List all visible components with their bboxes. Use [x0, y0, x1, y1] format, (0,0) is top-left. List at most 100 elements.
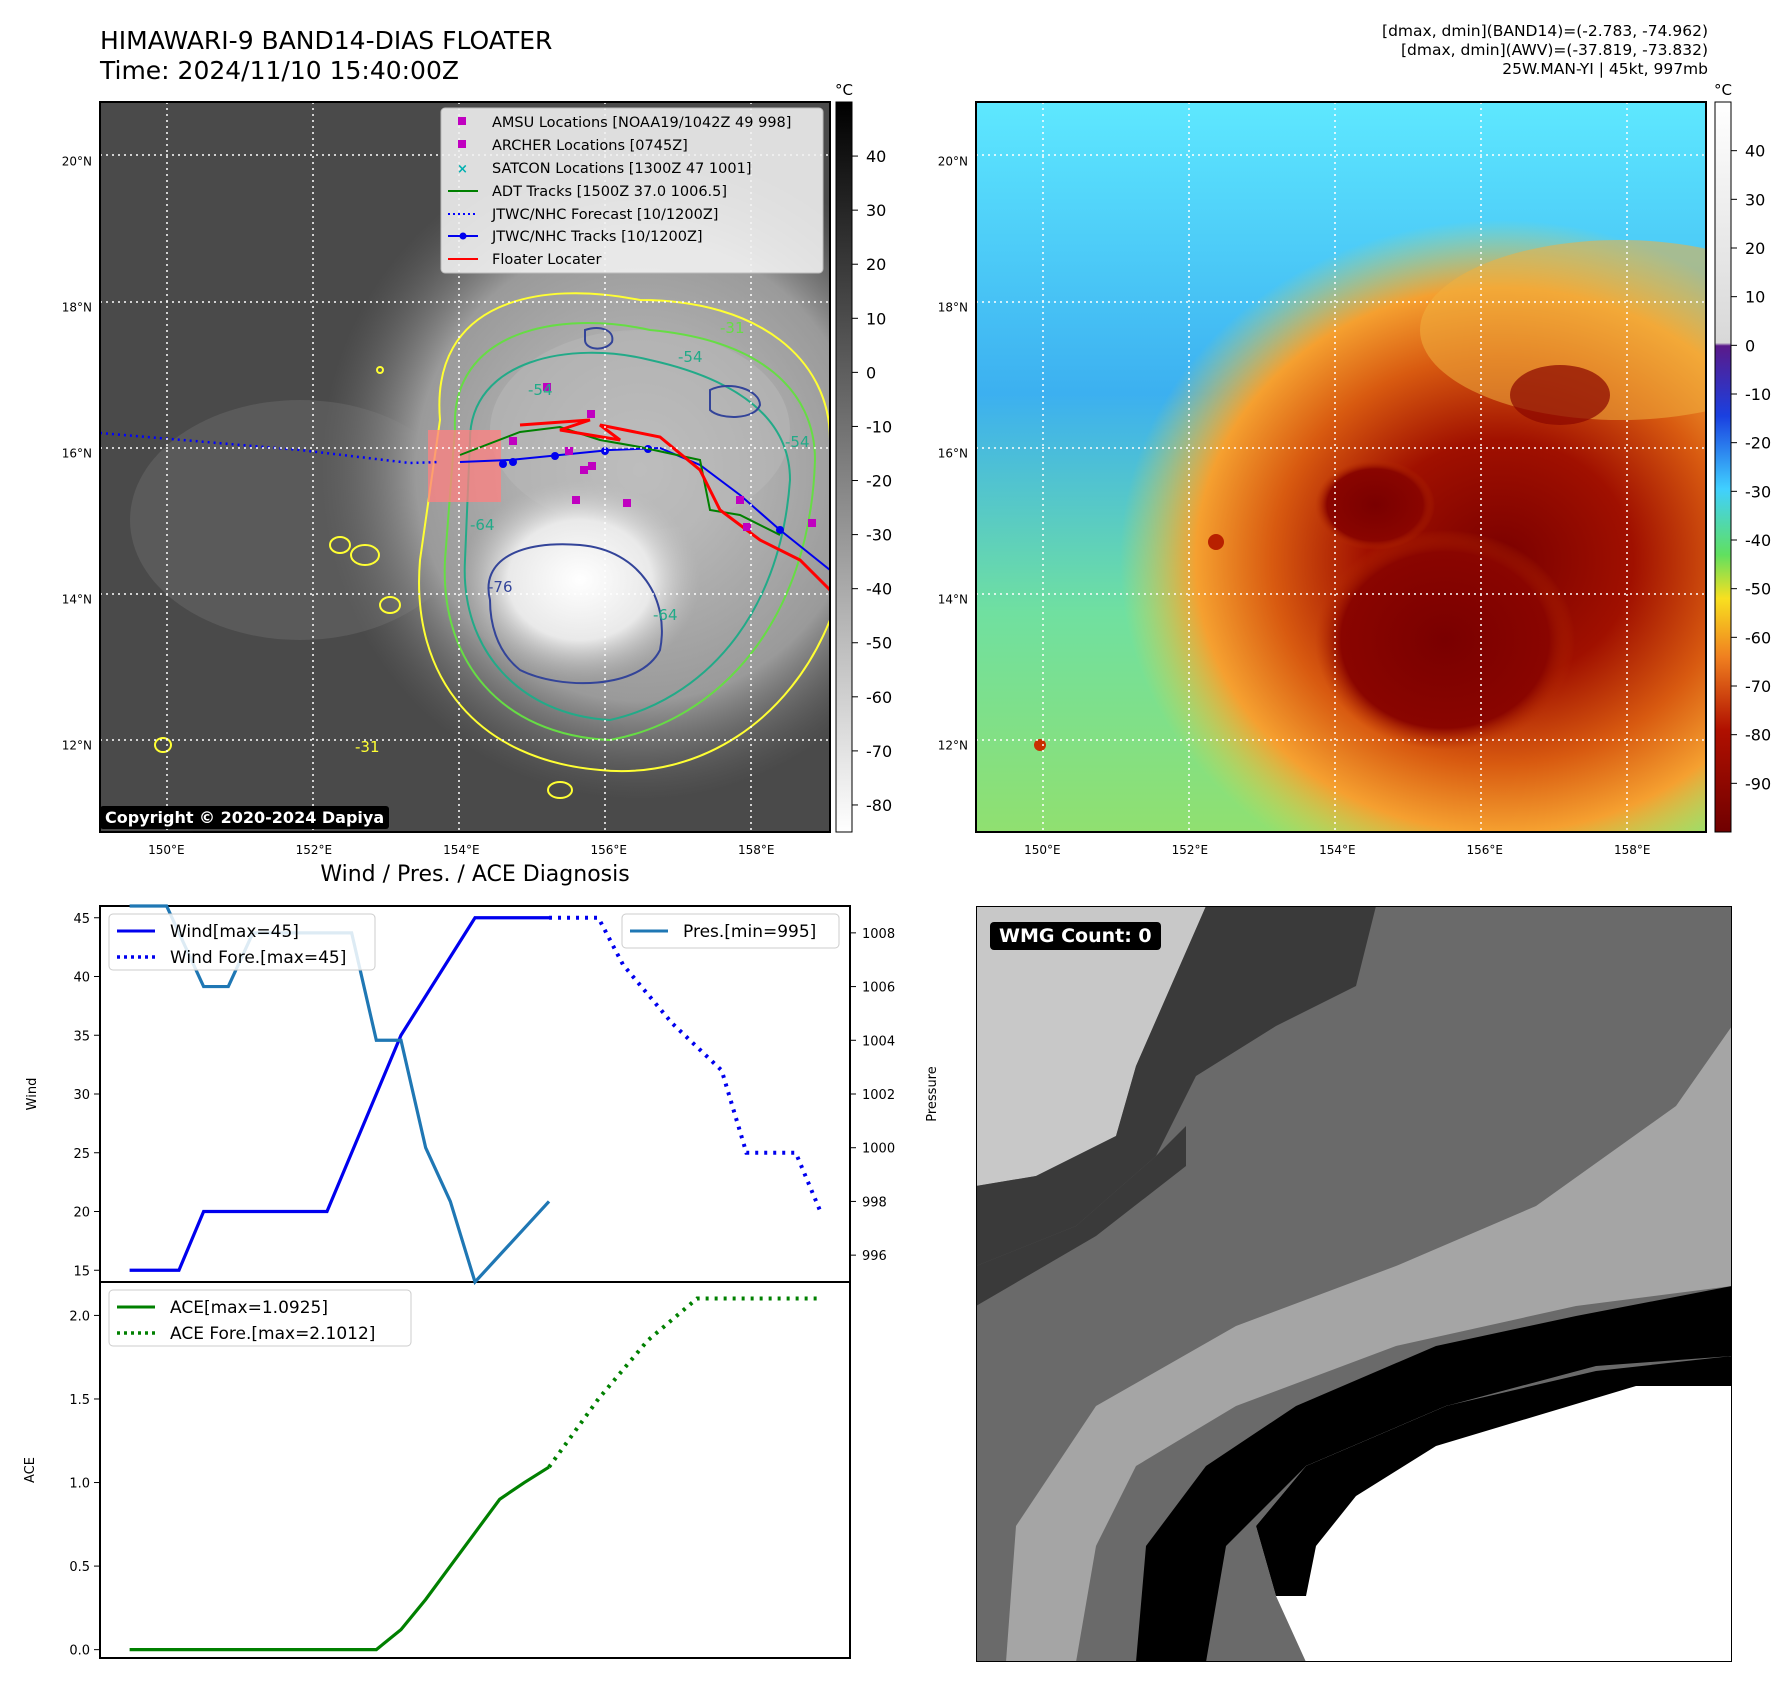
- colorbar-tick-label: -90: [1745, 774, 1771, 793]
- y-tick-label: 45: [73, 912, 90, 927]
- ace-legend: ACE[max=1.0925] ACE Fore.[max=2.1012]: [108, 1289, 412, 1347]
- contour-label: -54: [678, 348, 703, 366]
- title-satellite: HIMAWARI-9 BAND14-DIAS FLOATER: [100, 26, 553, 55]
- ir-colorbar: [835, 101, 853, 833]
- lat-tick-label: 12°N: [62, 738, 92, 752]
- colorbar-tick-label: -20: [866, 472, 892, 491]
- wind-ticks: 15 20 25 30 35 40 45: [73, 912, 100, 1279]
- y-tick-label: 15: [73, 1264, 90, 1279]
- legend-entry: ACE Fore.[max=2.1012]: [170, 1324, 375, 1344]
- lon-tick-label: 158°E: [1614, 843, 1651, 857]
- colorbar-tick-label: 30: [866, 201, 886, 220]
- colorbar-tick-label: -80: [1745, 726, 1771, 745]
- awv-map-panel: °C 403020100-10-20-30-40-50-60-70-80-90 …: [938, 81, 1771, 857]
- copyright-badge: Copyright © 2020-2024 Dapiya: [100, 806, 390, 829]
- lat-tick-label: 18°N: [938, 300, 968, 314]
- colorbar-tick-label: 30: [1745, 190, 1765, 209]
- y-tick-label: 1000: [862, 1142, 895, 1157]
- wmg-region-mid: [1006, 1026, 1732, 1662]
- colorbar-tick-label: -50: [866, 634, 892, 653]
- contour-label: -54: [528, 381, 553, 399]
- awv-colorbar: [1714, 101, 1732, 833]
- ace-series: [129, 1296, 821, 1652]
- colorbar-tick-label: -10: [1745, 385, 1771, 404]
- colorbar-tick-label: -20: [1745, 434, 1771, 453]
- contour-label: -31: [355, 738, 380, 756]
- diagnosis-title: Wind / Pres. / ACE Diagnosis: [320, 862, 630, 887]
- pressure-legend: Pres.[min=995]: [621, 913, 840, 949]
- floater-box: [428, 430, 501, 502]
- y-tick-label: 35: [73, 1029, 90, 1044]
- y-tick-label: 1008: [862, 927, 895, 942]
- awv-colorbar-ticks: 40 30 20 10 0 -10 -20 -30 -40 -50 -60 -70 -80 -90: [1731, 142, 1771, 793]
- lat-tick-label: 16°N: [938, 446, 968, 460]
- wmg-region-light: [976, 906, 1206, 1186]
- y-tick-label: 1006: [862, 981, 895, 996]
- title-time: Time: 2024/11/10 15:40:00Z: [100, 56, 459, 85]
- awv-gridlines: [976, 102, 1706, 832]
- ir-map-panel: -31 -54 -54 -64 -64 -76 -31 -54 AMSU Loc…: [62, 81, 892, 857]
- stats-band14: [dmax, dmin](BAND14)=(-2.783, -74.962): [1382, 22, 1708, 40]
- contour-label: -76: [488, 578, 513, 596]
- contour-label: -64: [653, 606, 678, 624]
- amsu-legend-marker: [458, 117, 466, 125]
- y-tick-label: 40: [73, 971, 90, 986]
- legend-entry: ADT Tracks [1500Z 37.0 1006.5]: [492, 184, 727, 200]
- ir-colorbar-ticks: 40 30 20 10 0 -10 -20 -30 -40 -50 -60 -70 -80: [852, 147, 892, 815]
- colorbar-tick-label: 10: [1745, 288, 1765, 307]
- legend-entry: ARCHER Locations [0745Z]: [492, 138, 688, 154]
- lat-tick-label: 14°N: [938, 592, 968, 606]
- lon-tick-label: 154°E: [443, 843, 480, 857]
- legend-entry: Pres.[min=995]: [683, 922, 816, 942]
- lat-tick-label: 12°N: [938, 738, 968, 752]
- lat-tick-label: 18°N: [62, 300, 92, 314]
- wmg-region-black: [1136, 1286, 1732, 1662]
- lon-tick-label: 156°E: [1467, 843, 1504, 857]
- y-tick-label: 0.0: [69, 1644, 90, 1659]
- colorbar-tick-label: -60: [1745, 628, 1771, 647]
- colorbar-tick-label: -70: [1745, 677, 1771, 696]
- colorbar-tick-label: -40: [866, 580, 892, 599]
- lat-tick-label: 14°N: [62, 592, 92, 606]
- y-tick-label: 1004: [862, 1034, 895, 1049]
- contour-label: -31: [720, 319, 745, 337]
- lon-tick-label: 152°E: [1172, 843, 1209, 857]
- colorbar-tick-label: 0: [866, 363, 876, 382]
- legend-entry: Wind Fore.[max=45]: [170, 948, 346, 968]
- legend-entry: JTWC/NHC Forecast [10/1200Z]: [491, 207, 718, 223]
- wind-series: [129, 915, 823, 1272]
- lat-tick-label: 20°N: [62, 154, 92, 168]
- contour-label: -64: [470, 516, 495, 534]
- awv-map-image: [976, 102, 1706, 832]
- awv-lat-ticks: 20°N 18°N 16°N 14°N 12°N: [938, 154, 968, 752]
- legend-entry: ACE[max=1.0925]: [170, 1298, 328, 1318]
- lon-tick-label: 154°E: [1319, 843, 1356, 857]
- wind-axis-label: Wind: [25, 1078, 40, 1111]
- colorbar-tick-label: 10: [866, 309, 886, 328]
- y-tick-label: 1.5: [69, 1393, 90, 1408]
- lon-tick-label: 152°E: [296, 843, 333, 857]
- colorbar-tick-label: -40: [1745, 531, 1771, 550]
- series-line: [129, 1465, 550, 1652]
- pressure-ticks: 996 998 1000 1002 1004 1006 1008: [850, 927, 895, 1264]
- colorbar-tick-label: 0: [1745, 336, 1755, 355]
- y-tick-label: 0.5: [69, 1560, 90, 1575]
- stats-block: [dmax, dmin](BAND14)=(-2.783, -74.962) […: [1382, 22, 1708, 79]
- lon-tick-label: 156°E: [591, 843, 628, 857]
- lat-tick-label: 16°N: [62, 446, 92, 460]
- legend-entry: Floater Locater: [492, 252, 601, 268]
- amsu-archer-points: [509, 383, 816, 531]
- ir-lon-ticks: 150°E 152°E 154°E 156°E 158°E: [148, 843, 774, 857]
- wind-legend: Wind[max=45] Wind Fore.[max=45]: [108, 913, 376, 971]
- awv-lon-ticks: 150°E 152°E 154°E 156°E 158°E: [1024, 843, 1650, 857]
- y-tick-label: 30: [73, 1088, 90, 1103]
- legend-entry: Wind[max=45]: [170, 922, 299, 942]
- ir-legend: AMSU Locations [NOAA19/1042Z 49 998] ARC…: [440, 107, 824, 274]
- floater-locater-line: [519, 418, 830, 592]
- diagnosis-chart: 15 20 25 30 35 40 45 996 998 1000 1002 1004 1006 100…: [23, 904, 940, 1659]
- series-line: [129, 916, 550, 1272]
- legend-entry: SATCON Locations [1300Z 47 1001]: [492, 161, 751, 177]
- y-tick-label: 996: [862, 1249, 887, 1264]
- y-tick-label: 1002: [862, 1088, 895, 1103]
- awv-colorbar-unit: °C: [1714, 81, 1732, 99]
